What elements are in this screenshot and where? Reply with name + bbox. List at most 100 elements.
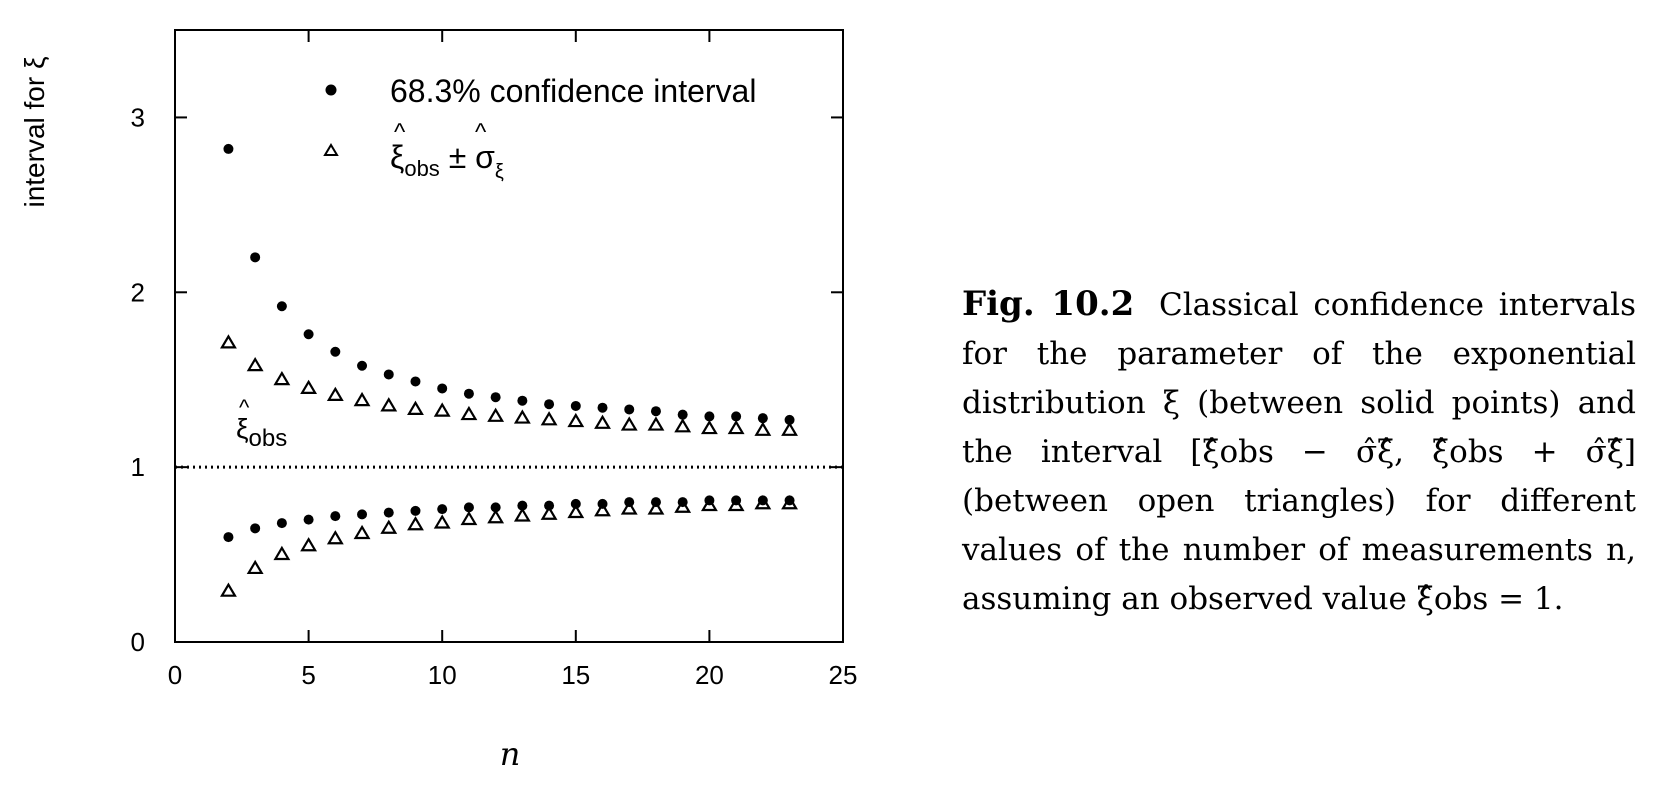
data-point-triangle	[460, 510, 478, 526]
data-point-circle	[463, 388, 474, 399]
data-point-triangle	[727, 496, 745, 512]
data-point-circle	[677, 409, 688, 420]
data-point-triangle	[300, 379, 318, 394]
x-tick-label: 10	[428, 660, 457, 690]
x-tick-label: 15	[561, 660, 590, 690]
data-point-triangle	[647, 500, 665, 515]
data-point-circle	[303, 514, 314, 525]
data-point-triangle	[407, 516, 424, 531]
data-point-circle	[731, 411, 742, 422]
ref-hat: ^	[239, 395, 250, 420]
legend-xi: ξ	[390, 139, 404, 175]
data-point-triangle	[246, 356, 264, 372]
data-point-triangle	[674, 418, 692, 433]
x-axis-title: n	[500, 735, 521, 773]
data-point-circle	[437, 383, 448, 394]
data-point-triangle	[220, 334, 237, 349]
data-point-circle	[330, 511, 341, 522]
caption-label: Fig. 10.2	[962, 284, 1135, 324]
data-point-triangle	[380, 519, 398, 534]
data-point-circle	[490, 392, 501, 403]
y-tick-label: 2	[131, 277, 145, 307]
data-point-triangle	[433, 514, 451, 529]
data-point-triangle	[674, 498, 692, 513]
data-point-circle	[250, 523, 261, 534]
legend-marker-triangle	[323, 143, 339, 156]
data-point-triangle	[700, 496, 718, 512]
caption-text: Classical confidence intervals for the p…	[962, 287, 1637, 617]
data-point-circle	[490, 502, 501, 513]
data-point-triangle	[567, 503, 585, 519]
data-point-triangle	[353, 524, 371, 540]
data-point-circle	[597, 402, 608, 413]
data-point-triangle	[540, 411, 558, 426]
data-point-circle	[463, 502, 474, 513]
x-tick-label: 20	[695, 660, 724, 690]
data-point-triangle	[487, 407, 505, 422]
data-point-circle	[357, 360, 368, 371]
legend-label-estimate: ξobs ± σξ	[390, 139, 504, 183]
data-point-triangle	[353, 391, 371, 407]
x-tick-label: 0	[168, 660, 182, 690]
y-tick-label: 3	[131, 102, 145, 132]
data-point-circle	[276, 518, 287, 529]
data-point-circle	[757, 413, 768, 424]
data-point-triangle	[433, 402, 451, 417]
data-point-circle	[650, 406, 661, 417]
data-point-triangle	[700, 419, 718, 435]
legend-marker-circle	[325, 84, 337, 96]
data-point-triangle	[594, 502, 611, 517]
data-point-triangle	[513, 409, 531, 424]
legend-pm-sigma: ± σ	[440, 139, 495, 175]
legend-xi-hat: ^	[394, 119, 406, 146]
ref-obs: obs	[249, 425, 288, 452]
x-tick-label: 25	[829, 660, 858, 690]
data-point-triangle	[781, 495, 798, 510]
data-point-triangle	[380, 397, 398, 412]
data-point-circle	[410, 376, 421, 387]
data-point-circle	[437, 504, 448, 515]
data-point-circle	[624, 404, 635, 415]
legend-sigma-hat: ^	[475, 119, 487, 146]
data-point-triangle	[540, 505, 558, 520]
ref-label: ξobs	[236, 413, 287, 452]
ref-xi: ξ	[236, 413, 249, 444]
data-point-circle	[223, 143, 234, 154]
data-point-circle	[517, 395, 528, 406]
data-point-circle	[223, 532, 234, 543]
data-point-circle	[250, 252, 261, 263]
data-point-triangle	[754, 495, 772, 510]
data-point-triangle	[727, 419, 745, 435]
data-point-triangle	[620, 500, 638, 515]
data-point-circle	[276, 301, 287, 312]
data-point-circle	[570, 400, 581, 411]
chart-figure: 0 5 10 15 20 25 0 1 2 3 interval for ξ n 68.3% co…	[19, 29, 858, 773]
data-point-circle	[517, 500, 528, 511]
data-point-triangle	[567, 412, 585, 428]
reference-line-label: ^ ξobs	[236, 395, 287, 452]
data-point-triangle	[407, 400, 424, 415]
legend-label-confidence: 68.3% confidence interval	[390, 73, 756, 109]
y-tick-label: 0	[131, 627, 145, 657]
data-point-triangle	[273, 545, 291, 561]
data-point-triangle	[620, 416, 638, 431]
data-point-triangle	[273, 370, 291, 386]
data-point-triangle	[487, 509, 505, 524]
data-point-triangle	[781, 421, 798, 436]
data-point-circle	[410, 505, 421, 516]
data-point-circle	[303, 329, 314, 340]
data-point-triangle	[460, 405, 478, 421]
data-point-circle	[704, 411, 715, 422]
data-point-triangle	[246, 559, 264, 575]
data-point-triangle	[326, 386, 344, 401]
legend-xi-sub: ξ	[495, 161, 504, 183]
data-point-triangle	[300, 537, 318, 552]
data-point-circle	[383, 369, 394, 380]
data-point-triangle	[326, 530, 344, 545]
legend-obs-sub: obs	[404, 156, 439, 181]
plot-frame	[174, 29, 844, 643]
chart-svg: 0 5 10 15 20 25 0 1 2 3 interval for ξ n 68.3% co…	[19, 29, 858, 773]
figure-caption: Fig. 10.2 Classical confidence intervals…	[962, 280, 1636, 624]
data-point-circle	[330, 346, 341, 357]
data-point-circle	[544, 399, 555, 410]
